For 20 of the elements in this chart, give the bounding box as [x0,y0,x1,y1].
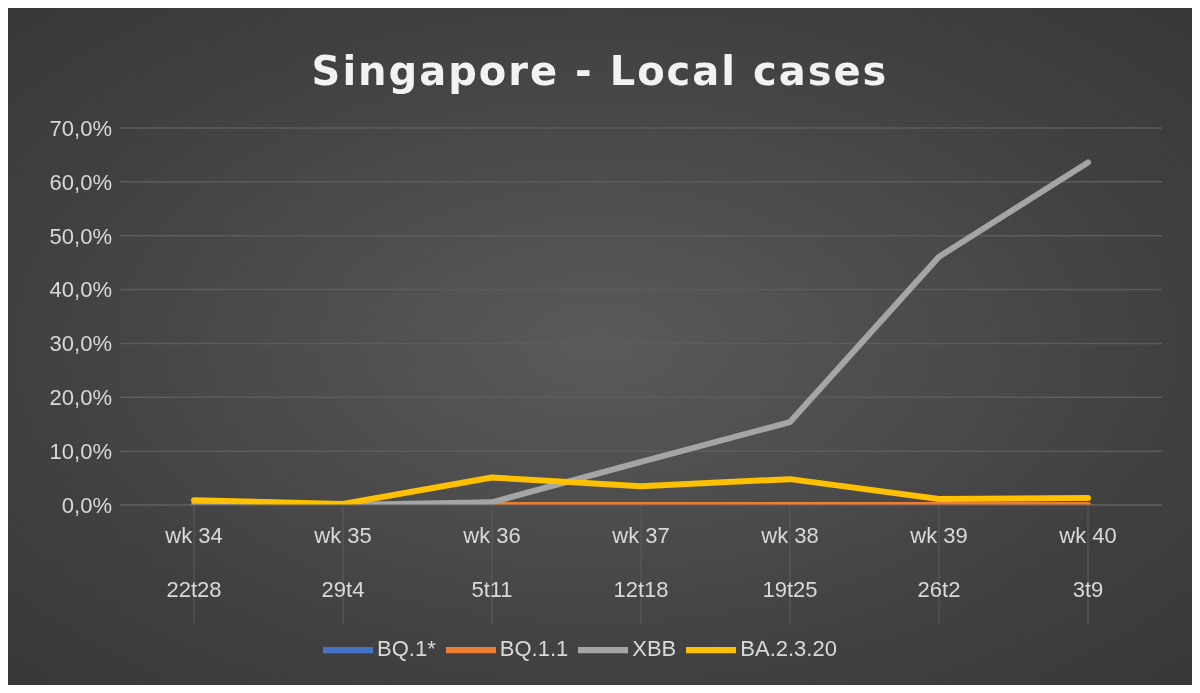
category-label: wk 35 29t4 [314,523,372,602]
y-tick-label: 30,0% [49,331,112,357]
legend-label: BA.2.3.20 [740,635,837,661]
category-label: wk 39 26t2 [910,523,968,602]
y-tick-label: 0,0% [61,492,112,518]
category-label: wk 38 19t25 [761,523,819,602]
category-label: wk 36 5t11 [463,523,521,602]
category-label: wk 34 22t28 [165,523,223,602]
y-tick-label: 10,0% [49,438,112,464]
y-tick-label: 40,0% [49,277,112,303]
legend-label: XBB [632,635,677,661]
chart-title: Singapore - Local cases [310,47,890,96]
y-tick-label: 60,0% [49,169,112,195]
category-label: wk 40 3t9 [1059,523,1117,602]
y-tick-label: 70,0% [49,115,112,141]
legend-label: BQ.1* [377,635,436,661]
y-tick-label: 20,0% [49,385,112,411]
y-tick-label: 50,0% [49,223,112,249]
category-label: wk 37 12t18 [612,523,670,602]
legend-label: BQ.1.1 [499,635,569,661]
